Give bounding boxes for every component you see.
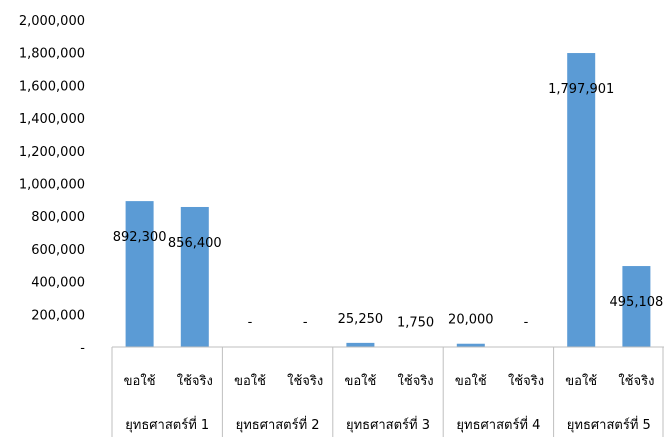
x-group-label: ยุทธศาสตร์ที่ 2 [236, 416, 320, 433]
x-category-label: ขอใช้ [565, 373, 597, 389]
x-category-label: ใช้จริง [618, 373, 654, 389]
x-group-label: ยุทธศาสตร์ที่ 4 [456, 416, 540, 433]
x-category-label: ขอใช้ [344, 373, 376, 389]
bar [567, 53, 596, 348]
x-category-label: ขอใช้ [124, 373, 156, 389]
data-label: 495,108 [610, 295, 664, 310]
data-label: - [524, 315, 529, 330]
data-labels: 892,300 856,400 - - 25,250 1,750 20,000 - 1,797,… [113, 82, 664, 331]
x-group-label: ยุทธศาสตร์ที่ 3 [346, 416, 430, 433]
x-group-label: ยุทธศาสตร์ที่ 5 [567, 416, 651, 433]
bar [180, 206, 209, 347]
bar [125, 201, 154, 347]
bar [622, 266, 651, 347]
x-category-label: ขอใช้ [234, 373, 266, 389]
x-category-label: ใช้จริง [398, 373, 434, 389]
data-label: 20,000 [448, 313, 494, 328]
x-axis: ขอใช้ ใช้จริงยุทธศาสตร์ที่ 1 ขอใช้ ใช้จริงย… [111, 346, 664, 437]
y-tick-label: 2,000,000 [19, 14, 85, 29]
y-tick-label: 1,200,000 [19, 145, 85, 160]
y-tick-label: 1,400,000 [19, 112, 85, 127]
x-category-label: ใช้จริง [508, 373, 544, 389]
data-label: 25,250 [338, 312, 384, 327]
data-label: 892,300 [113, 230, 167, 245]
y-tick-label: 1,600,000 [19, 79, 85, 94]
bar [456, 343, 485, 347]
y-axis: - 200,000 400,000 600,000 800,000 1,000,000 1,… [19, 14, 85, 356]
bar [346, 342, 375, 347]
y-tick-label: 1,800,000 [19, 47, 85, 62]
y-tick-label: 400,000 [31, 276, 85, 291]
y-tick-label: 600,000 [31, 243, 85, 258]
y-tick-label: 200,000 [31, 308, 85, 323]
x-category-label: ใช้จริง [177, 373, 213, 389]
x-category-label: ใช้จริง [287, 373, 323, 389]
y-tick-label: 800,000 [31, 210, 85, 225]
bars [125, 53, 651, 348]
data-label: 1,797,901 [548, 82, 614, 97]
data-label: 1,750 [397, 316, 434, 331]
y-tick-label: 1,000,000 [19, 178, 85, 193]
x-group-label: ยุทธศาสตร์ที่ 1 [125, 416, 209, 433]
data-label: 856,400 [168, 236, 222, 251]
x-category-label: ขอใช้ [455, 373, 487, 389]
y-tick-label: - [80, 341, 85, 356]
data-label: - [303, 315, 308, 330]
data-label: - [248, 315, 253, 330]
